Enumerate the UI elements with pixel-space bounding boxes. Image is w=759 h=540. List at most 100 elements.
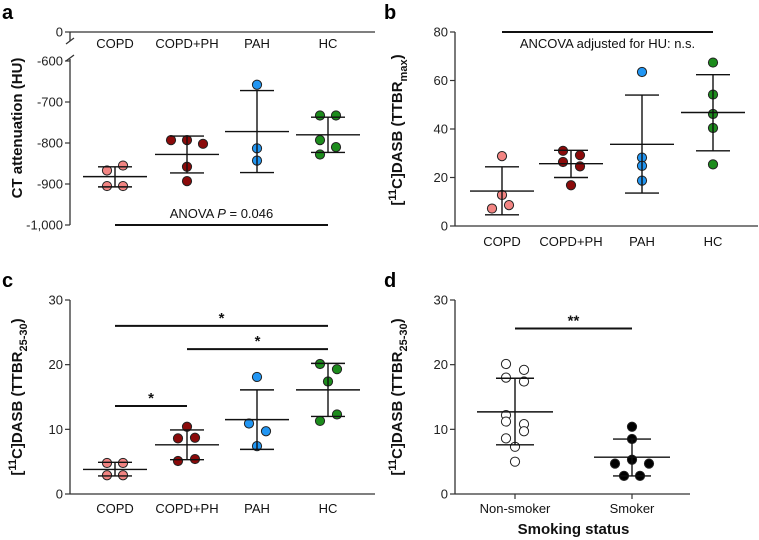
y-tick-label: 0 xyxy=(441,219,448,234)
y-axis-label: [11C]DASB (TTBRmax) xyxy=(387,54,410,205)
data-point xyxy=(314,110,326,121)
data-point xyxy=(331,364,343,375)
significance-star: ** xyxy=(568,312,580,329)
y-tick-label: 30 xyxy=(434,293,448,308)
group-smoker xyxy=(594,421,670,481)
y-axis-label: CT attenuation (HU) xyxy=(9,58,26,199)
group-non-smoker xyxy=(477,358,553,467)
y-tick-label: 0 xyxy=(56,25,63,40)
data-point xyxy=(636,66,648,78)
data-point xyxy=(117,180,129,192)
data-point xyxy=(314,415,326,427)
group-copd xyxy=(83,160,147,192)
x-tick-label: COPD+PH xyxy=(155,501,218,516)
group-copd xyxy=(470,151,534,216)
y-tick-label: 0 xyxy=(441,487,448,502)
data-point xyxy=(574,150,586,161)
data-point xyxy=(101,165,113,176)
y-axis-label-part: ) xyxy=(389,318,406,323)
data-point xyxy=(172,433,184,444)
y-axis-label-part: [ xyxy=(9,471,26,476)
y-tick-label: -1,000 xyxy=(26,218,63,233)
group-copd-ph xyxy=(155,421,219,467)
y-axis-label-part: C]DASB (TTBR xyxy=(9,351,26,459)
data-point xyxy=(330,110,342,121)
y-tick-label: -600 xyxy=(37,54,63,69)
y-tick-label: 60 xyxy=(434,73,448,88)
group-pah xyxy=(225,371,289,452)
y-tick-label: 20 xyxy=(49,357,63,372)
y-axis-label: [11C]DASB (TTBR25-30) xyxy=(387,318,410,475)
group-copd xyxy=(83,457,147,481)
group-hc xyxy=(296,110,360,160)
y-axis-label-part: ) xyxy=(389,54,406,59)
x-tick-label: Non-smoker xyxy=(480,501,551,516)
data-point xyxy=(243,418,255,429)
data-point xyxy=(500,358,512,370)
data-point xyxy=(251,371,263,383)
y-axis-label-part: [ xyxy=(389,471,406,476)
y-tick-label: -800 xyxy=(37,136,63,151)
annotation-part: = 0.046 xyxy=(226,206,273,221)
data-point xyxy=(117,160,129,171)
significance-star: * xyxy=(255,333,261,350)
panel-letter-d: d xyxy=(384,270,396,292)
data-point xyxy=(500,416,512,427)
y-axis-label-part: C]DASB (TTBR xyxy=(389,351,406,459)
data-point xyxy=(509,456,521,467)
y-tick-label: 0 xyxy=(56,487,63,502)
x-tick-label: Smoker xyxy=(610,501,655,516)
panel-letter-b: b xyxy=(384,2,396,24)
data-point xyxy=(707,159,719,170)
x-tick-label: PAH xyxy=(629,234,655,249)
panel-a: 0 -600 -700 -800 -900 -1,000 COPD COPD+PH PAH HC C… xyxy=(9,25,375,233)
y-tick-label: 10 xyxy=(434,422,448,437)
data-point xyxy=(557,156,569,168)
y-axis-label-part: C]DASB (TTBR xyxy=(389,81,406,189)
x-axis-label: Smoking status xyxy=(518,521,630,538)
x-tick-label: COPD+PH xyxy=(539,234,602,249)
group-copd-ph xyxy=(155,135,219,187)
data-point xyxy=(197,138,209,149)
y-axis-label-part: 11 xyxy=(387,459,399,471)
data-point xyxy=(486,203,498,214)
x-tick-label: PAH xyxy=(244,36,270,51)
data-point xyxy=(101,180,113,192)
y-axis-label-part: ) xyxy=(9,318,26,323)
significance-star: * xyxy=(148,390,154,407)
data-point xyxy=(518,376,530,387)
y-axis-label-part: max xyxy=(398,59,410,82)
x-tick-label: HC xyxy=(319,501,338,516)
axis-break-mark xyxy=(65,37,75,62)
data-point xyxy=(314,135,326,146)
y-tick-label: -900 xyxy=(37,177,63,192)
panel-letter-c: c xyxy=(2,270,13,292)
y-axis-label-part: 11 xyxy=(387,189,399,201)
y-tick-label: 80 xyxy=(434,25,448,40)
y-tick-label: 30 xyxy=(49,293,63,308)
panel-b: 0 20 40 60 80 COPD COPD+PH PAH HC [11C]DASB (TTBR… xyxy=(387,25,758,249)
y-axis-label-part: 11 xyxy=(7,459,19,471)
y-axis-label-part: [ xyxy=(389,201,406,206)
data-point xyxy=(503,200,515,211)
anova-annotation: ANOVA P = 0.046 xyxy=(170,206,273,221)
x-tick-label: COPD+PH xyxy=(155,36,218,51)
group-hc xyxy=(296,358,360,427)
y-axis-label: [11C]DASB (TTBR25-30) xyxy=(7,318,30,475)
data-point xyxy=(518,364,530,375)
data-point xyxy=(314,149,326,160)
data-point xyxy=(260,426,272,437)
x-tick-label: COPD xyxy=(96,36,134,51)
data-point xyxy=(626,421,638,432)
data-point xyxy=(496,151,508,162)
group-pah xyxy=(225,79,289,174)
significance-star: * xyxy=(219,310,225,327)
x-tick-label: PAH xyxy=(244,501,270,516)
y-tick-label: 40 xyxy=(434,122,448,137)
annotation-part: P xyxy=(217,206,226,221)
x-tick-label: COPD xyxy=(483,234,521,249)
data-point xyxy=(172,455,184,467)
panel-d: 0 10 20 30 Non-smoker Smoker [11C]DASB (TTBR25… xyxy=(387,293,690,538)
ancova-annotation: ANCOVA adjusted for HU: n.s. xyxy=(520,36,695,51)
